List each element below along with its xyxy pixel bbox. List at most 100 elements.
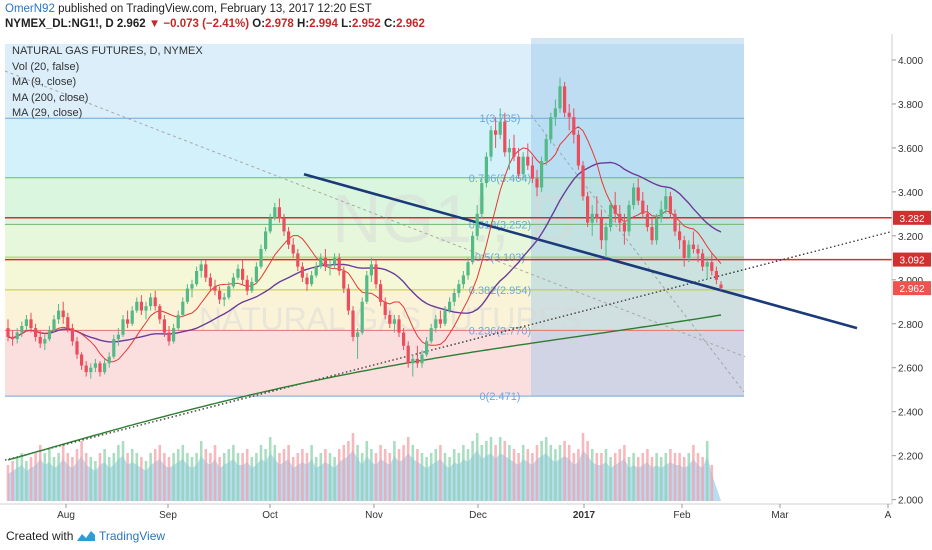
volume-bar: [554, 449, 557, 501]
volume-bar: [687, 453, 691, 501]
fib-label: 0.5(3.103): [475, 252, 525, 264]
fib-label: 0.382(2.954): [469, 285, 531, 297]
candle: [319, 253, 323, 269]
candle: [719, 281, 723, 291]
candle: [489, 125, 493, 162]
volume-bar: [623, 445, 626, 501]
volume-bar: [604, 449, 608, 501]
volume-bar: [29, 457, 33, 501]
candle: [613, 191, 617, 223]
volume-bar: [135, 453, 139, 501]
volume-bar: [531, 453, 534, 501]
fib-label: 0.618(3.252): [469, 219, 531, 231]
candle: [305, 273, 309, 291]
volume-bar: [6, 465, 10, 501]
axes: 4.0003.8003.6003.4003.2003.0002.8002.600…: [0, 34, 932, 522]
candle: [581, 161, 585, 201]
low-value: 2.952: [352, 18, 381, 30]
tradingview-brand[interactable]: TradingView: [99, 529, 166, 543]
volume-bar: [526, 449, 530, 501]
candle: [287, 227, 291, 250]
tradingview-logo-icon[interactable]: [76, 529, 96, 543]
volume-bar: [301, 449, 304, 501]
low-label: L:: [341, 18, 353, 30]
candle: [208, 273, 212, 291]
legend-item-ma200[interactable]: MA (200, close): [12, 91, 89, 104]
volume-bar: [34, 453, 37, 501]
candle: [682, 235, 686, 267]
legend-item-ma9[interactable]: MA (9, close): [12, 76, 77, 88]
candle: [190, 279, 194, 298]
volume-bar: [25, 461, 28, 501]
legend-item-vol[interactable]: Vol (20, false): [12, 60, 80, 73]
volume-bar: [80, 441, 83, 501]
fib-label: 0.236(2.770): [469, 325, 531, 337]
y-tick-label: 2.400: [898, 408, 923, 419]
volume-bar: [71, 457, 74, 501]
candle: [181, 297, 185, 318]
volume-bar: [103, 449, 106, 501]
symbol-label[interactable]: NYMEX_DL:NG1!, D: [5, 18, 114, 30]
volume-bar: [181, 445, 185, 501]
fib-zone-5: [5, 330, 744, 397]
volume-bar: [227, 449, 231, 501]
volume-bar: [199, 441, 203, 501]
volume-bar: [659, 457, 663, 501]
candle: [563, 81, 567, 118]
volume-bar: [333, 457, 336, 501]
price-chart[interactable]: NG1!, D NATURAL GAS FUTURES 1(3.735)0.78…: [0, 34, 932, 522]
candle: [107, 352, 111, 368]
price-tag-label: 3.282: [899, 214, 924, 225]
fib-zone-top: [5, 44, 744, 119]
volume-bar: [544, 437, 548, 501]
y-tick-label: 2.200: [898, 452, 923, 463]
fib-label: 0.786(3.464): [469, 173, 531, 185]
volume-bar: [710, 465, 714, 501]
candle: [696, 244, 700, 263]
volume-bar: [273, 445, 277, 501]
volume-bar: [397, 449, 401, 501]
volume-bar: [475, 433, 479, 501]
volume-bar: [84, 453, 88, 501]
volume-bar: [682, 457, 686, 501]
price-change: ▼ −0.073 (−2.41%): [148, 18, 250, 30]
candle: [144, 301, 148, 320]
fib-trend-line: [530, 114, 745, 393]
price-tag-label: 3.092: [899, 256, 924, 267]
candle: [714, 266, 718, 285]
candle: [273, 202, 277, 221]
volume-bar: [641, 453, 645, 501]
candle: [167, 325, 171, 346]
candle: [222, 292, 226, 307]
volume-bar: [282, 449, 286, 501]
fib-levels: 1(3.735)0.786(3.464)0.618(3.252)0.5(3.10…: [5, 113, 745, 403]
chart-footer: Created with TradingView: [0, 522, 932, 550]
volume-bar: [388, 453, 392, 501]
volume-bar: [613, 453, 617, 501]
candle: [604, 222, 608, 258]
candle: [351, 306, 355, 342]
volume-bar: [563, 441, 566, 501]
volume-bar: [425, 457, 428, 501]
candle: [540, 156, 544, 192]
candle: [668, 191, 672, 219]
close-value: 2.962: [396, 18, 425, 30]
candle: [622, 213, 626, 245]
candle: [526, 143, 530, 170]
volume-bar: [15, 457, 19, 501]
candle: [659, 200, 663, 223]
candle: [484, 152, 488, 188]
candle: [29, 312, 33, 333]
volume-bar: [383, 449, 387, 501]
candle: [116, 328, 120, 346]
volume-bar: [632, 453, 635, 501]
author-link[interactable]: OmerN92: [5, 3, 55, 15]
volume-bar: [701, 457, 704, 501]
x-tick-label: Oct: [262, 510, 278, 521]
volume-bar: [466, 449, 470, 501]
candle: [402, 328, 406, 351]
legend-item-ma29[interactable]: MA (29, close): [12, 107, 83, 119]
candle: [641, 191, 645, 219]
volume-bar: [94, 461, 97, 501]
x-tick-label: Dec: [469, 510, 487, 521]
